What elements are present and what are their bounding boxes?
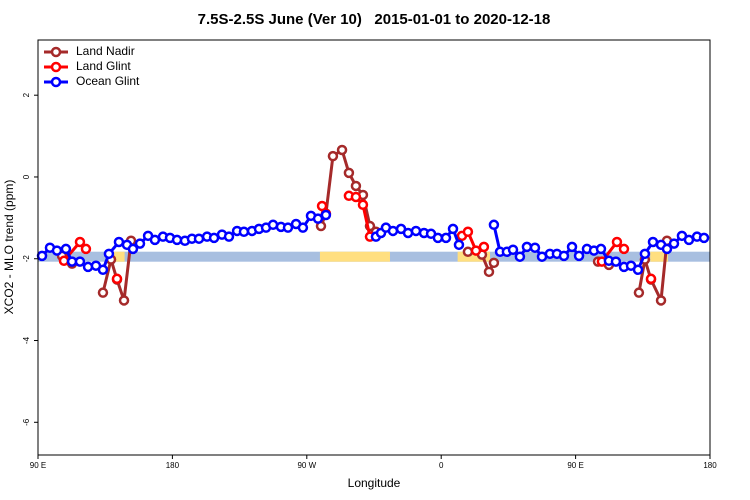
data-point — [297, 222, 309, 233]
data-point — [661, 243, 673, 255]
data-point — [316, 200, 328, 212]
data-point — [103, 248, 115, 260]
data-point — [655, 295, 667, 306]
data-point — [74, 236, 86, 248]
data-point — [60, 243, 72, 255]
data-point — [453, 239, 465, 251]
data-point — [134, 238, 146, 249]
data-point — [127, 243, 139, 255]
data-point — [350, 180, 362, 192]
data-point — [432, 232, 444, 244]
data-point — [58, 255, 70, 267]
data-point — [343, 167, 355, 179]
x-tick-label: 0 — [439, 461, 444, 470]
data-point — [118, 295, 130, 306]
x-tick-label: 180 — [166, 461, 180, 470]
legend-marker — [50, 61, 62, 73]
data-point — [36, 250, 48, 262]
data-point — [327, 150, 339, 162]
y-tick-label: -6 — [22, 418, 31, 426]
data-point — [573, 250, 585, 262]
x-tick-label: 90 E — [30, 461, 46, 470]
data-point — [97, 287, 109, 298]
data-point — [529, 242, 541, 253]
legend-label: Ocean Glint — [76, 74, 140, 88]
legend-label: Land Nadir — [76, 44, 135, 58]
data-point — [610, 256, 622, 267]
data-point — [462, 246, 474, 258]
y-tick-label: -2 — [22, 255, 31, 263]
x-tick-label: 90 E — [567, 461, 583, 470]
data-point — [80, 243, 92, 255]
data-point — [611, 236, 623, 248]
data-point — [507, 244, 519, 255]
legend-marker — [50, 76, 62, 88]
x-tick-label: 180 — [703, 461, 717, 470]
data-point — [74, 256, 86, 267]
data-point — [111, 273, 123, 285]
chart-title: 7.5S-2.5S June (Ver 10) 2015-01-01 to 20… — [198, 11, 551, 28]
data-point — [51, 245, 63, 256]
data-point — [223, 231, 235, 242]
data-point — [478, 241, 490, 253]
data-point — [282, 222, 294, 233]
data-point — [647, 236, 659, 248]
x-tick-label: 90 W — [297, 461, 316, 470]
data-point — [193, 233, 205, 244]
data-point — [410, 225, 422, 237]
x-axis-label: Longitude — [348, 476, 401, 490]
data-point — [462, 226, 474, 238]
data-point — [470, 245, 482, 256]
land-band — [650, 251, 669, 262]
data-point — [350, 191, 362, 203]
plot-frame — [37, 39, 711, 456]
y-tick-label: -4 — [22, 336, 31, 344]
data-point — [149, 234, 161, 246]
data-point — [566, 241, 578, 253]
data-point — [521, 241, 533, 253]
data-point — [312, 213, 324, 224]
data-point — [97, 264, 109, 276]
data-point — [632, 264, 644, 276]
y-tick-label: 2 — [22, 92, 31, 97]
data-point — [483, 266, 495, 278]
y-tick-label: 0 — [22, 174, 31, 179]
land-band — [319, 251, 390, 262]
data-point — [698, 232, 710, 244]
data-point — [238, 226, 250, 238]
legend-marker — [50, 46, 62, 58]
land-band — [457, 251, 491, 262]
data-point — [320, 209, 332, 221]
data-point — [683, 234, 695, 246]
data-point — [618, 243, 630, 255]
data-point — [668, 238, 680, 249]
data-point — [645, 273, 657, 285]
data-point — [447, 223, 459, 235]
data-point — [357, 199, 369, 211]
y-axis-label: XCO2 - MLO trend (ppm) — [2, 180, 16, 315]
data-point — [82, 261, 94, 273]
data-point — [558, 250, 570, 262]
data-point — [440, 232, 452, 244]
data-point — [113, 236, 125, 248]
data-point — [387, 225, 399, 237]
land-band — [112, 251, 125, 262]
data-point — [336, 144, 348, 156]
data-point — [488, 219, 500, 231]
data-point — [639, 248, 651, 260]
data-point — [514, 251, 526, 262]
data-point — [488, 257, 500, 269]
data-point — [633, 287, 645, 298]
legend-label: Land Glint — [76, 59, 131, 73]
data-point — [595, 243, 607, 255]
